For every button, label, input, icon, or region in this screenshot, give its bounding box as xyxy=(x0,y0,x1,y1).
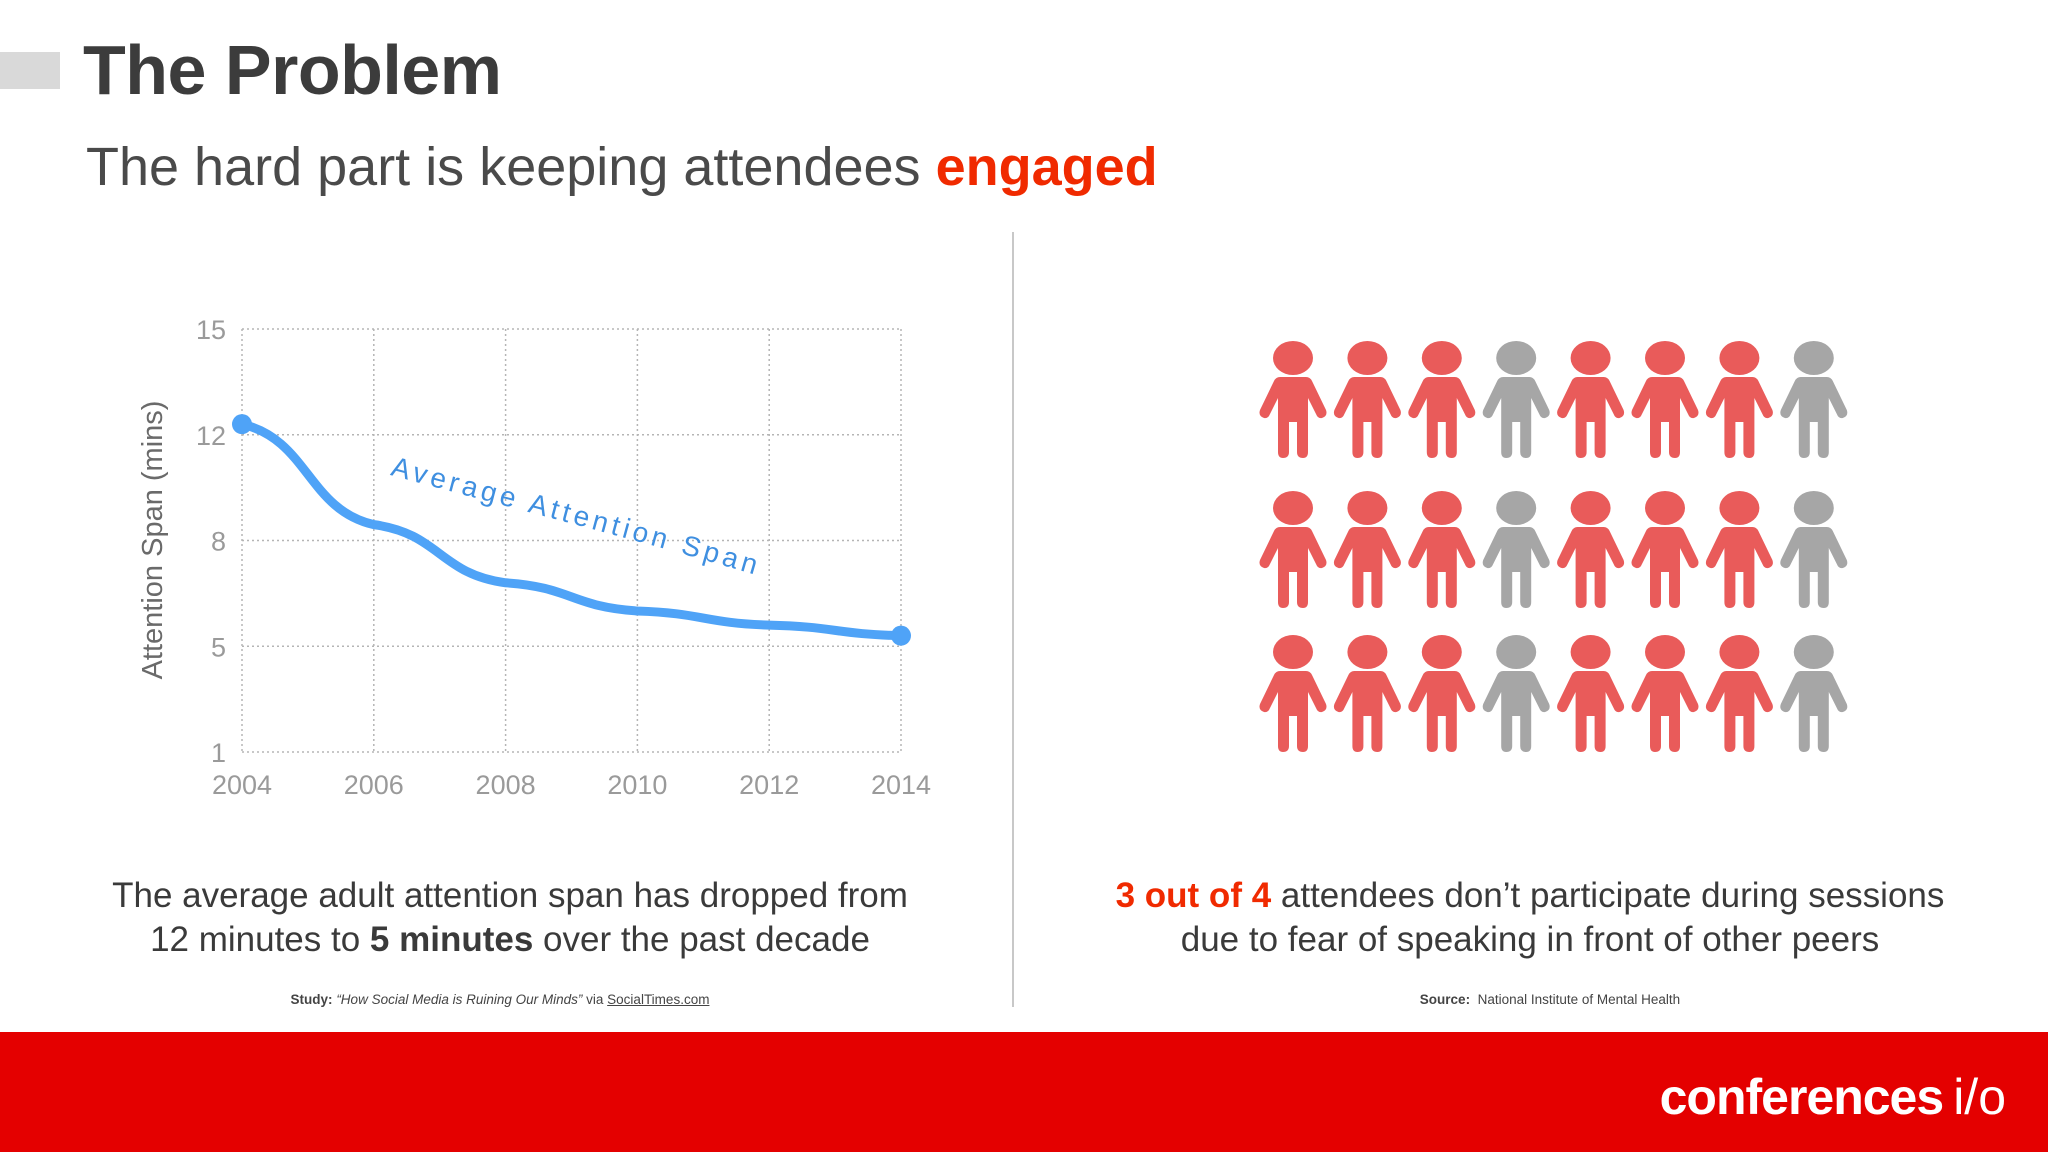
person-icon-red xyxy=(1557,491,1625,608)
person-icon-red xyxy=(1259,491,1327,608)
source-label: Source: xyxy=(1419,992,1471,1007)
person-icon-grey xyxy=(1482,341,1550,458)
person-icon-grey xyxy=(1482,491,1550,608)
y-axis-ticks: 15 12 8 5 1 xyxy=(196,315,226,768)
person-icon-red xyxy=(1705,635,1773,752)
source-link[interactable]: SocialTimes.com xyxy=(607,992,710,1007)
right-caption-line1: 3 out of 4 attendees don’t participate d… xyxy=(1050,874,2010,918)
series-line xyxy=(237,419,906,641)
footer-bar xyxy=(0,1032,2048,1152)
data-point xyxy=(891,625,911,646)
conferences-io-logo: conferences i/o xyxy=(1660,1068,2006,1126)
caption-text: over the past decade xyxy=(533,920,870,959)
source-label: Study: xyxy=(290,992,333,1007)
caption-text: 12 minutes to xyxy=(150,920,370,959)
left-source: Study: “How Social Media is Ruining Our … xyxy=(200,992,800,1007)
subtitle-text: The hard part is keeping attendees xyxy=(86,137,936,197)
y-tick-label: 15 xyxy=(196,315,226,345)
person-icon-red xyxy=(1333,341,1401,458)
x-tick-label: 2006 xyxy=(344,770,404,800)
left-caption-line1: The average adult attention span has dro… xyxy=(112,876,908,915)
person-icon-red xyxy=(1557,635,1625,752)
person-icon-red xyxy=(1631,491,1699,608)
caption-text: attendees don’t participate during sessi… xyxy=(1271,876,1945,915)
right-source: Source: National Institute of Mental Hea… xyxy=(1250,992,1850,1007)
person-icon-red xyxy=(1408,491,1476,608)
caption-bold: 5 minutes xyxy=(369,920,534,959)
title-accent-bar xyxy=(0,52,60,89)
source-via: via xyxy=(582,992,608,1007)
page-subtitle: The hard part is keeping attendees engag… xyxy=(86,136,1158,198)
attendee-pictogram xyxy=(1259,341,1848,752)
x-axis-ticks: 2004 2006 2008 2010 2012 2014 xyxy=(212,770,931,800)
right-caption-line2: due to fear of speaking in front of othe… xyxy=(1180,920,1880,959)
attention-span-chart: 15 12 8 5 1 2004 2006 2008 2010 2012 2014 Attenti… xyxy=(137,315,931,800)
person-icon-red xyxy=(1408,341,1476,458)
person-icon-grey xyxy=(1482,635,1550,752)
source-title: “How Social Media is Ruining Our Minds” xyxy=(336,992,583,1007)
person-icon-red xyxy=(1408,635,1476,752)
person-icon-grey xyxy=(1780,341,1848,458)
data-point xyxy=(232,414,252,435)
left-caption-line2: 12 minutes to 5 minutes over the past de… xyxy=(60,918,960,962)
person-icon-grey xyxy=(1780,635,1848,752)
caption-highlight: 3 out of 4 xyxy=(1115,876,1272,915)
source-text: National Institute of Mental Health xyxy=(1477,992,1681,1007)
chart-grid xyxy=(241,328,902,753)
y-tick-label: 8 xyxy=(211,527,226,557)
x-tick-label: 2008 xyxy=(476,770,536,800)
person-icon-grey xyxy=(1780,491,1848,608)
person-icon-red xyxy=(1705,491,1773,608)
y-tick-label: 1 xyxy=(211,738,226,768)
right-caption: 3 out of 4 attendees don’t participate d… xyxy=(1050,874,2010,962)
person-icon-red xyxy=(1259,341,1327,458)
x-tick-label: 2012 xyxy=(739,770,799,800)
person-icon-red xyxy=(1333,491,1401,608)
series-points xyxy=(232,414,911,646)
logo-main: conferences xyxy=(1659,1069,1945,1125)
subtitle-highlight: engaged xyxy=(935,137,1158,197)
page-title: The Problem xyxy=(83,31,502,109)
x-tick-label: 2014 xyxy=(871,770,931,800)
section-divider xyxy=(1012,232,1014,1007)
person-icon-red xyxy=(1631,341,1699,458)
person-icon-red xyxy=(1259,635,1327,752)
person-icon-red xyxy=(1705,341,1773,458)
y-axis-label: Attention Span (mins) xyxy=(137,401,169,680)
logo-suffix: i/o xyxy=(1953,1069,2006,1125)
y-tick-label: 5 xyxy=(211,632,226,662)
y-tick-label: 12 xyxy=(196,421,226,451)
person-icon-red xyxy=(1631,635,1699,752)
x-tick-label: 2010 xyxy=(607,770,667,800)
left-caption: The average adult attention span has dro… xyxy=(60,874,960,962)
person-icon-red xyxy=(1333,635,1401,752)
person-icon-red xyxy=(1557,341,1625,458)
x-tick-label: 2004 xyxy=(212,770,272,800)
